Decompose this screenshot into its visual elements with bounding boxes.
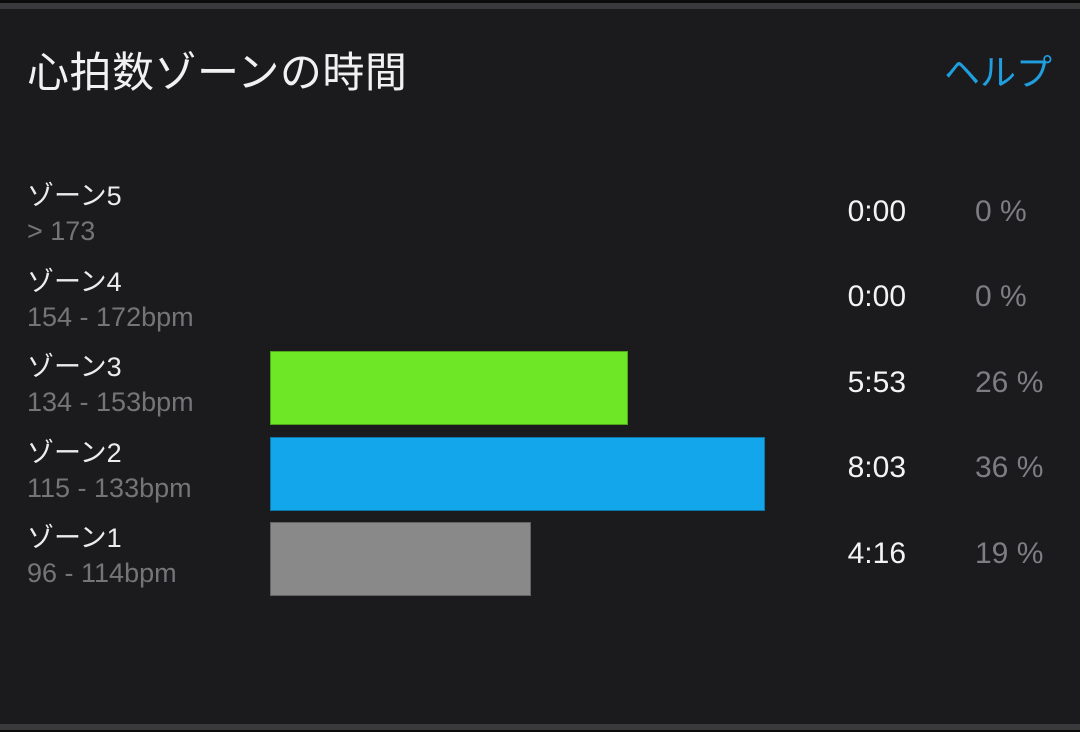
top-separator bbox=[0, 3, 1080, 9]
zone-labels: ゾーン2 115 - 133bpm bbox=[27, 426, 270, 505]
zone-bar bbox=[270, 351, 628, 425]
zone-range-label: > 173 bbox=[27, 216, 96, 246]
zone-percent-value: 0 % bbox=[975, 280, 1027, 314]
zone-time-value: 0:00 bbox=[847, 280, 906, 314]
zone-labels: ゾーン1 96 - 114bpm bbox=[27, 511, 270, 590]
zone-row: ゾーン4 154 - 172bpm 0:00 0 % bbox=[27, 255, 1080, 341]
heart-rate-zones-card: 心拍数ゾーンの時間 ヘルプ ゾーン5 > 173 0:00 0 % ゾーン4 1… bbox=[0, 9, 1080, 724]
zone-name-label: ゾーン4 bbox=[27, 266, 122, 297]
zone-labels: ゾーン5 > 173 bbox=[27, 169, 270, 248]
zone-range-label: 134 - 153bpm bbox=[27, 387, 194, 417]
zone-time-value: 5:53 bbox=[847, 365, 906, 399]
zone-time-value: 8:03 bbox=[847, 451, 906, 485]
zone-range-label: 154 - 172bpm bbox=[27, 301, 194, 332]
zone-bar-track bbox=[270, 426, 816, 512]
zone-name-label: ゾーン5 bbox=[27, 181, 122, 211]
zone-bar bbox=[270, 522, 532, 596]
zone-percent-value: 19 % bbox=[975, 536, 1044, 570]
page-title: 心拍数ゾーンの時間 bbox=[27, 49, 408, 96]
zone-name-label: ゾーン1 bbox=[27, 523, 122, 553]
zone-row: ゾーン1 96 - 114bpm 4:16 19 % bbox=[27, 511, 1080, 597]
zone-name-label: ゾーン3 bbox=[27, 352, 122, 382]
zone-labels: ゾーン4 154 - 172bpm bbox=[27, 255, 270, 334]
zone-labels: ゾーン3 134 - 153bpm bbox=[27, 340, 270, 419]
zone-percent-value: 0 % bbox=[975, 194, 1027, 228]
zone-name-label: ゾーン2 bbox=[27, 437, 122, 468]
zone-row: ゾーン3 134 - 153bpm 5:53 26 % bbox=[27, 340, 1080, 426]
card-header: 心拍数ゾーンの時間 ヘルプ bbox=[27, 44, 1052, 102]
zone-range-label: 115 - 133bpm bbox=[27, 472, 192, 503]
zone-percent-value: 26 % bbox=[975, 365, 1044, 399]
zone-bar-track bbox=[270, 255, 816, 341]
zone-bar bbox=[270, 436, 765, 511]
zone-rows: ゾーン5 > 173 0:00 0 % ゾーン4 154 - 172bpm 0:… bbox=[27, 169, 1080, 597]
zone-range-label: 96 - 114bpm bbox=[27, 558, 177, 588]
bottom-separator bbox=[0, 724, 1080, 730]
zone-bar-track bbox=[270, 169, 816, 255]
zone-bar-track bbox=[270, 511, 816, 597]
zone-time-value: 4:16 bbox=[847, 536, 906, 570]
zone-percent-value: 36 % bbox=[975, 451, 1044, 485]
zone-bar-track bbox=[270, 340, 816, 426]
zone-row: ゾーン2 115 - 133bpm 8:03 36 % bbox=[27, 426, 1080, 512]
zone-time-value: 0:00 bbox=[847, 194, 906, 228]
zone-row: ゾーン5 > 173 0:00 0 % bbox=[27, 169, 1080, 255]
help-link[interactable]: ヘルプ bbox=[943, 52, 1052, 93]
